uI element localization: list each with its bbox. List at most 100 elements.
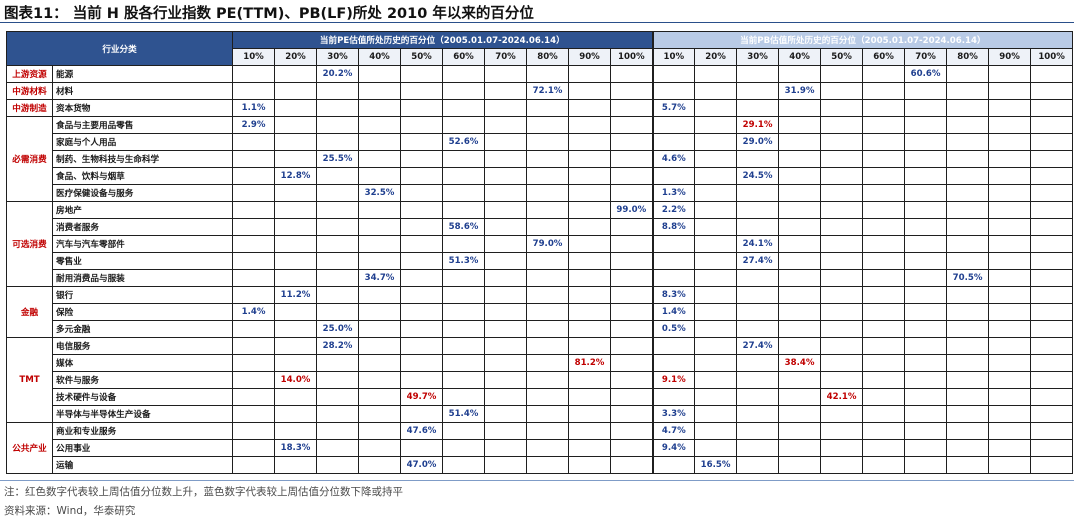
pe-empty-cell: [358, 99, 402, 117]
pb-empty-cell: [1030, 65, 1074, 83]
pe-empty-cell: [316, 184, 360, 202]
pe-empty-cell: [526, 201, 570, 219]
pe-empty-cell: [526, 184, 570, 202]
pe-empty-cell: [610, 133, 654, 151]
pe-empty-cell: [442, 150, 486, 168]
industry-cell: 零售业: [51, 252, 234, 270]
pe-empty-cell: [568, 82, 612, 100]
pe-empty-cell: [316, 388, 360, 406]
pe-empty-cell: [274, 337, 318, 355]
pb-empty-cell: [694, 252, 738, 270]
pb-empty-cell: [651, 337, 696, 355]
pe-empty-cell: [274, 201, 318, 219]
industry-cell: 汽车与汽车零部件: [51, 235, 234, 253]
pe-percentile-value: 51.3%: [442, 252, 486, 270]
pb-empty-cell: [904, 337, 948, 355]
pe-empty-cell: [442, 371, 486, 389]
pe-percentile-value: 25.0%: [316, 320, 360, 338]
pe-empty-cell: [274, 184, 318, 202]
pb-empty-cell: [1030, 439, 1074, 457]
pe-empty-cell: [316, 371, 360, 389]
pb-empty-cell: [778, 184, 822, 202]
pe-empty-cell: [526, 99, 570, 117]
pe-empty-cell: [526, 116, 570, 134]
pe-empty-cell: [316, 269, 360, 287]
pb-empty-cell: [862, 303, 906, 321]
pb-empty-cell: [694, 269, 738, 287]
pb-empty-cell: [778, 269, 822, 287]
pb-empty-cell: [946, 371, 990, 389]
pb-empty-cell: [988, 184, 1032, 202]
pb-empty-cell: [694, 167, 738, 185]
pe-empty-cell: [442, 184, 486, 202]
pb-empty-cell: [820, 150, 864, 168]
pe-bucket-4-header: 40%: [358, 48, 402, 66]
pe-empty-cell: [610, 184, 654, 202]
pe-percentile-value: 2.9%: [232, 116, 276, 134]
pe-empty-cell: [442, 167, 486, 185]
pe-empty-cell: [442, 201, 486, 219]
pe-empty-cell: [400, 354, 444, 372]
pb-empty-cell: [904, 456, 948, 474]
pe-empty-cell: [484, 456, 528, 474]
pe-empty-cell: [400, 116, 444, 134]
pb-empty-cell: [820, 405, 864, 423]
pb-empty-cell: [988, 286, 1032, 304]
pe-empty-cell: [610, 150, 654, 168]
pb-empty-cell: [778, 388, 822, 406]
pe-empty-cell: [232, 133, 276, 151]
pe-empty-cell: [400, 286, 444, 304]
pb-percentile-value: 0.5%: [651, 320, 696, 338]
pe-empty-cell: [232, 82, 276, 100]
pe-empty-cell: [316, 252, 360, 270]
pe-bucket-5-header: 50%: [400, 48, 444, 66]
pb-empty-cell: [988, 150, 1032, 168]
pb-percentile-value: 70.5%: [946, 269, 990, 287]
pe-empty-cell: [484, 388, 528, 406]
pe-empty-cell: [316, 456, 360, 474]
pe-empty-cell: [358, 82, 402, 100]
pe-empty-cell: [232, 167, 276, 185]
pb-percentile-value: 27.4%: [736, 337, 780, 355]
industry-cell: 医疗保健设备与服务: [51, 184, 234, 202]
pb-percentile-value: 1.4%: [651, 303, 696, 321]
pb-empty-cell: [862, 116, 906, 134]
pb-percentile-value: 24.1%: [736, 235, 780, 253]
pb-empty-cell: [904, 150, 948, 168]
pe-empty-cell: [274, 405, 318, 423]
pe-empty-cell: [526, 405, 570, 423]
pe-empty-cell: [484, 354, 528, 372]
pe-empty-cell: [610, 456, 654, 474]
pe-empty-cell: [526, 388, 570, 406]
pe-empty-cell: [400, 65, 444, 83]
pe-empty-cell: [400, 252, 444, 270]
pb-empty-cell: [904, 405, 948, 423]
pe-empty-cell: [568, 405, 612, 423]
pb-empty-cell: [988, 405, 1032, 423]
industry-cell: 消费者服务: [51, 218, 234, 236]
pe-bucket-8-header: 80%: [526, 48, 570, 66]
pe-empty-cell: [358, 303, 402, 321]
pe-empty-cell: [610, 303, 654, 321]
pb-empty-cell: [1030, 269, 1074, 287]
table-row: 运输 47.0% 16.5%: [7, 456, 1074, 474]
pb-empty-cell: [820, 456, 864, 474]
pb-empty-cell: [1030, 99, 1074, 117]
pe-empty-cell: [526, 218, 570, 236]
pe-empty-cell: [526, 167, 570, 185]
pe-bucket-3-header: 30%: [316, 48, 360, 66]
pe-empty-cell: [442, 99, 486, 117]
pb-empty-cell: [904, 235, 948, 253]
pb-empty-cell: [904, 201, 948, 219]
pe-empty-cell: [316, 303, 360, 321]
industry-cell: 耐用消费品与服装: [51, 269, 234, 287]
category-cell: 中游材料: [6, 82, 53, 100]
pb-empty-cell: [778, 371, 822, 389]
pe-percentile-value: 58.6%: [442, 218, 486, 236]
pb-empty-cell: [694, 133, 738, 151]
category-cell: 金融: [6, 286, 53, 338]
pe-empty-cell: [274, 422, 318, 440]
pe-empty-cell: [568, 235, 612, 253]
pe-empty-cell: [526, 150, 570, 168]
pb-empty-cell: [904, 354, 948, 372]
